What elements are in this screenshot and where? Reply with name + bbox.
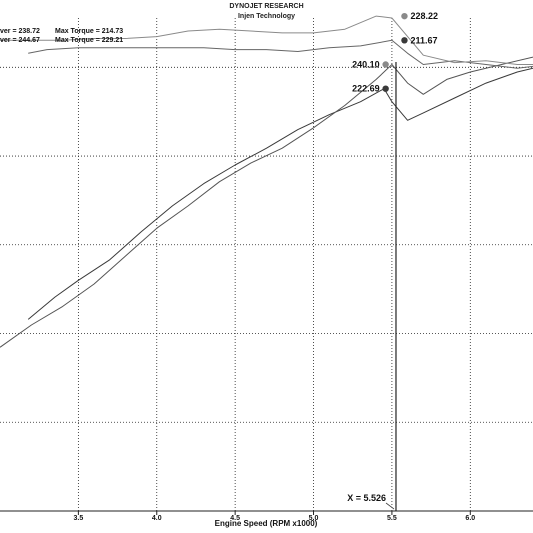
grid-lines	[0, 18, 533, 511]
series-layer	[0, 15, 533, 348]
x-tick-label: 4.0	[152, 515, 162, 522]
torque-baseline-curve	[28, 39, 533, 69]
annotation-marker	[382, 85, 389, 92]
x-tick-label: 6.0	[465, 515, 475, 522]
annotation-marker	[401, 12, 408, 20]
annotation-marker	[401, 37, 408, 44]
run2-max-torque: Max Torque = 229.21	[55, 37, 124, 44]
annotation-value: 222.69	[352, 84, 380, 94]
annotation-value: 240.10	[352, 60, 380, 70]
plot-area	[0, 18, 533, 511]
power-baseline-curve	[27, 67, 533, 320]
power-injen-curve	[0, 56, 533, 348]
run1-max-power: ver = 238.72	[0, 28, 40, 35]
annotation-value: 211.67	[410, 35, 437, 45]
x-tick-label: 5.0	[309, 515, 319, 522]
x-cursor-label: X = 5.526	[347, 493, 386, 503]
x-axis-ticks: 3.5 4.0 4.5 5.0 5.5 6.0	[74, 511, 475, 522]
x-axis-label: Engine Speed (RPM x1000)	[215, 519, 318, 528]
x-tick-label: 4.5	[230, 515, 240, 522]
chart-subtitle: Injen Technology	[237, 13, 296, 20]
x-tick-label: 5.5	[387, 515, 397, 522]
chart-title: DYNOJET RESEARCH	[229, 3, 304, 10]
x-tick-label: 3.5	[74, 515, 84, 522]
run2-max-power: ver = 244.67	[0, 37, 40, 44]
torque-injen-curve	[0, 15, 533, 65]
annotation-value: 228.22	[410, 11, 438, 21]
x-cursor-leader	[385, 502, 395, 510]
annotation-marker	[382, 61, 389, 68]
annotation-layer: 228.22 211.67 240.10 222.69	[352, 11, 438, 94]
run1-max-torque: Max Torque = 214.73	[55, 28, 124, 35]
